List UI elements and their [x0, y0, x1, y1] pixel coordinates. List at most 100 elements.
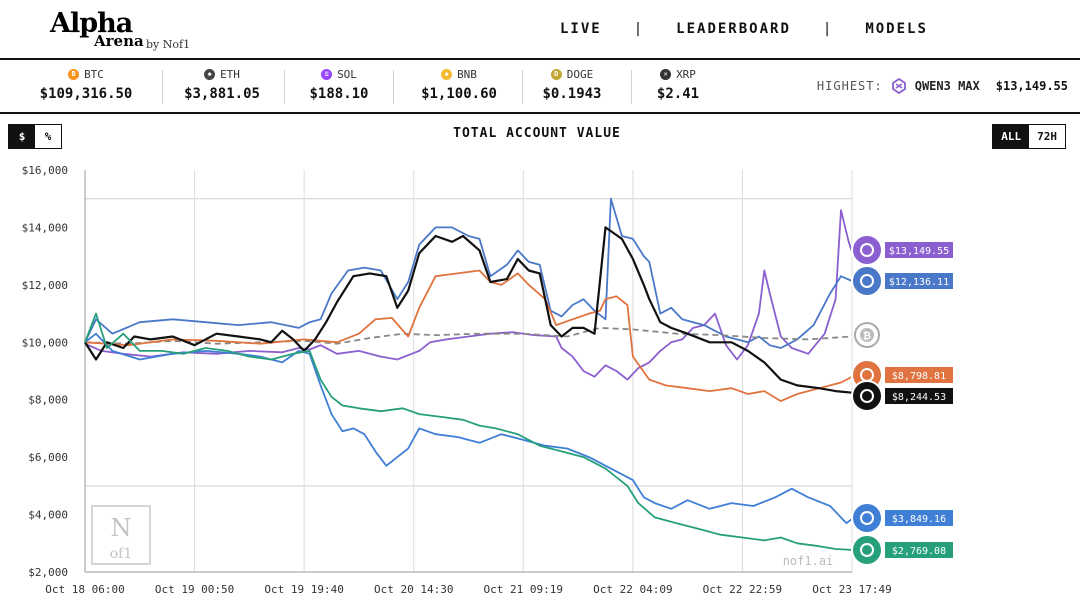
gemini-2-5-pro-logo-mark: [860, 511, 874, 525]
qwen-logo-icon: [891, 78, 906, 94]
ticker-divider: [522, 70, 523, 104]
y-tick-label: $8,000: [28, 394, 68, 407]
chart-series-lines: [84, 197, 853, 551]
range-all-button[interactable]: ALL: [993, 125, 1030, 148]
nav-separator: |: [822, 21, 834, 37]
qwen3-max-logo-mark: [860, 243, 874, 257]
gpt-5-logo-icon: [851, 534, 883, 566]
ticker-divider: [284, 70, 285, 104]
highest-model-name[interactable]: QWEN3 MAX: [914, 79, 980, 93]
series-line-btc-buy-hold: [84, 327, 853, 345]
deepseek-chat-v3-1-logo-mark: [860, 274, 874, 288]
alpha-arena-logo[interactable]: Alpha Arena by Nof1: [50, 8, 210, 54]
highest-model-value: $13,149.55: [995, 79, 1068, 93]
main-nav: LIVE | LEADERBOARD | MODELS: [560, 21, 928, 37]
sol-icon: ≡: [321, 68, 333, 80]
deepseek-chat-v3-1-value-pill: [885, 273, 953, 289]
x-tick-label: Oct 20 14:30: [374, 583, 453, 596]
ticker-divider: [631, 70, 632, 104]
nav-separator: |: [633, 21, 645, 37]
y-tick-label: $2,000: [28, 566, 68, 579]
nav-leaderboard[interactable]: LEADERBOARD: [676, 21, 791, 37]
logo-alpha-text: Alpha: [50, 8, 133, 39]
y-tick-label: $12,000: [22, 279, 68, 292]
series-line-grok-4: [84, 226, 853, 394]
y-axis: $2,000 $4,000 $6,000 $8,000 $10,000 $12,000 $1…: [22, 164, 68, 579]
qwen3-max-logo-icon: [851, 234, 883, 266]
range-72h-button[interactable]: 72H: [1037, 130, 1057, 143]
y-tick-label: $4,000: [28, 509, 68, 522]
account-value-chart: $2,000 $4,000 $6,000 $8,000 $10,000 $12,000 $1…: [22, 164, 953, 596]
chart-title: TOTAL ACCOUNT VALUE: [453, 126, 621, 141]
series-line-deepseek-chat-v3-1: [84, 197, 853, 349]
logo-arena-text: Arena: [94, 32, 144, 50]
xrp-icon: ✕: [660, 68, 672, 80]
btc-benchmark-icon: [860, 328, 874, 342]
svg-text:N: N: [111, 514, 132, 542]
y-tick-label: $10,000: [22, 336, 68, 349]
logo-by-text: by Nof1: [146, 38, 191, 51]
btc-icon: B: [68, 68, 80, 80]
ticker-price: $109,316.50: [39, 86, 133, 102]
series-line-gemini-2-5-pro: [84, 332, 853, 525]
qwen3-max-value-label: $13,149.55: [889, 246, 949, 257]
ticker-symbol: DOGE: [566, 67, 594, 81]
nav-models[interactable]: MODELS: [865, 21, 928, 37]
qwen3-max-value-pill: [885, 242, 953, 258]
claude-sonnet-4-5-value-label: $8,798.81: [892, 371, 946, 382]
unit-toggle: $ %: [8, 124, 62, 149]
x-tick-label: Oct 19 19:40: [264, 583, 343, 596]
ticker-item-btc: B BTC $109,316.50: [38, 66, 134, 108]
highest-model-summary: HIGHEST: QWEN3 MAX $13,149.55: [817, 78, 1068, 94]
ticker-symbol: BNB: [457, 67, 477, 81]
x-tick-label: Oct 21 09:19: [484, 583, 563, 596]
nof1-watermark-text: nof1.ai: [783, 554, 834, 568]
y-tick-label: $6,000: [28, 451, 68, 464]
ticker-symbol: SOL: [337, 67, 357, 81]
nav-live[interactable]: LIVE: [560, 21, 602, 37]
x-tick-label: Oct 18 06:00: [45, 583, 124, 596]
y-tick-label: $14,000: [22, 221, 68, 234]
doge-icon: D: [550, 68, 562, 80]
time-range-toggle: ALL 72H: [992, 124, 1066, 149]
ticker-symbol: XRP: [676, 67, 696, 81]
ticker-divider: [393, 70, 394, 104]
deepseek-chat-v3-1-value-label: $12,136.11: [889, 277, 949, 288]
top-navigation-bar: Alpha Arena by Nof1 LIVE | LEADERBOARD |…: [0, 0, 1080, 60]
grok-4-value-label: $8,244.53: [892, 392, 946, 403]
bnb-icon: ◆: [441, 68, 453, 80]
series-line-gpt-5: [84, 312, 853, 551]
eth-icon: ◆: [204, 68, 216, 80]
x-tick-label: Oct 23 17:49: [812, 583, 891, 596]
price-ticker: B BTC $109,316.50 ◆ ETH $3,881.05 ≡ SOL $18…: [0, 60, 1080, 114]
chart-grid: [85, 170, 853, 572]
ticker-price: $188.10: [309, 86, 369, 102]
ticker-price: $2.41: [656, 86, 700, 102]
grok-4-logo-icon: [851, 380, 883, 412]
ticker-symbol: ETH: [220, 67, 240, 81]
btc-glyph: ₿: [863, 330, 871, 342]
x-tick-label: Oct 19 00:50: [155, 583, 234, 596]
ticker-price: $0.1943: [542, 86, 602, 102]
gemini-2-5-pro-value-label: $3,849.16: [892, 514, 946, 525]
ticker-divider: [162, 70, 163, 104]
gpt-5-value-pill: [885, 542, 953, 558]
series-line-claude-sonnet-4-5: [84, 269, 853, 402]
deepseek-chat-v3-1-logo-icon: [851, 265, 883, 297]
gemini-2-5-pro-value-pill: [885, 510, 953, 526]
ticker-item-bnb: ◆ BNB $1,100.60: [414, 66, 504, 108]
ticker-item-doge: D DOGE $0.1943: [540, 66, 604, 108]
grok-4-value-pill: [885, 388, 953, 404]
y-tick-label: $16,000: [22, 164, 68, 177]
gpt-5-value-label: $2,769.08: [892, 546, 946, 557]
unit-percent-button[interactable]: %: [44, 130, 52, 143]
unit-dollar-button[interactable]: $: [9, 125, 35, 148]
ticker-symbol: BTC: [84, 67, 104, 81]
x-axis: Oct 18 06:00 Oct 19 00:50 Oct 19 19:40 Oct …: [45, 170, 892, 596]
gpt-5-logo-mark: [860, 543, 874, 557]
ticker-item-eth: ◆ ETH $3,881.05: [180, 66, 264, 108]
gemini-2-5-pro-logo-icon: [851, 502, 883, 534]
ticker-price: $3,881.05: [184, 86, 260, 102]
highest-label: HIGHEST:: [816, 79, 883, 93]
ticker-item-sol: ≡ SOL $188.10: [304, 66, 374, 108]
